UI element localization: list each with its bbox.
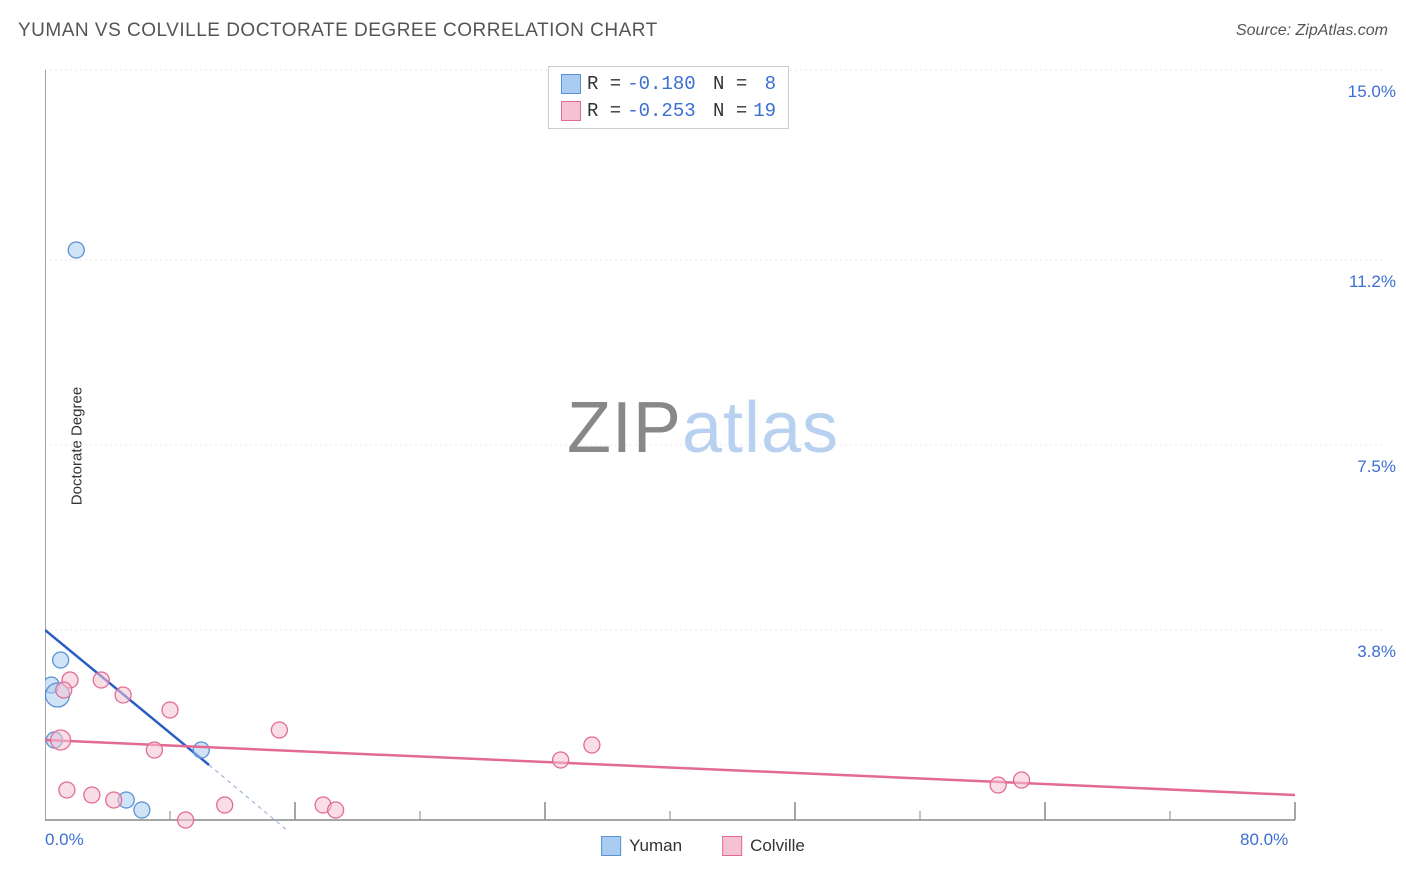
legend-swatch-colville [722, 836, 742, 856]
stat-r-value-yuman: -0.180 [627, 71, 695, 98]
chart-source: Source: ZipAtlas.com [1236, 22, 1388, 40]
stat-n-label: N = [702, 71, 748, 98]
legend-label-colville: Colville [750, 836, 805, 856]
x-tick-label: 0.0% [45, 830, 84, 850]
legend-item-yuman: Yuman [601, 836, 682, 856]
stats-box: R = -0.180 N = 8 R = -0.253 N = 19 [548, 66, 789, 129]
stat-r-label: R = [587, 98, 621, 125]
y-tick-label: 3.8% [1357, 642, 1396, 662]
chart-title: YUMAN VS COLVILLE DOCTORATE DEGREE CORRE… [18, 20, 658, 42]
y-tick-label: 7.5% [1357, 457, 1396, 477]
stat-n-label: N = [702, 98, 748, 125]
stat-n-value-yuman: 8 [753, 71, 776, 98]
stats-row-yuman: R = -0.180 N = 8 [561, 71, 776, 98]
plot-area [45, 60, 1385, 830]
stat-r-value-colville: -0.253 [627, 98, 695, 125]
legend-label-yuman: Yuman [629, 836, 682, 856]
swatch-yuman [561, 74, 581, 94]
y-tick-label: 11.2% [1349, 272, 1396, 292]
bottom-legend: Yuman Colville [601, 836, 805, 856]
swatch-colville [561, 101, 581, 121]
chart-header: YUMAN VS COLVILLE DOCTORATE DEGREE CORRE… [18, 20, 1388, 42]
plot-svg [45, 60, 1385, 830]
x-tick-label: 80.0% [1240, 830, 1288, 850]
legend-item-colville: Colville [722, 836, 805, 856]
stat-r-label: R = [587, 71, 621, 98]
legend-swatch-yuman [601, 836, 621, 856]
y-tick-label: 15.0% [1348, 82, 1396, 102]
stat-n-value-colville: 19 [753, 98, 776, 125]
stats-row-colville: R = -0.253 N = 19 [561, 98, 776, 125]
